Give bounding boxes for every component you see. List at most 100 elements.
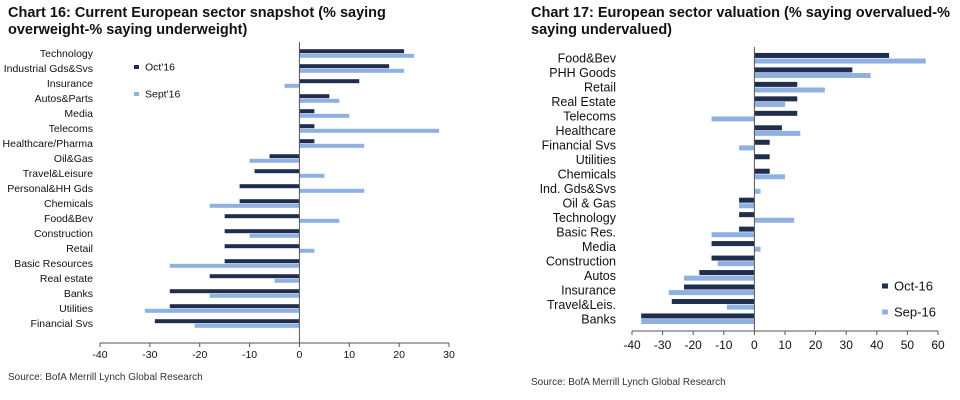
c16-x-tick-label: 30 [443, 349, 455, 361]
c17-bar-sep [717, 261, 755, 267]
c16-bar-oct [269, 154, 300, 159]
c16-bar-oct [169, 289, 300, 294]
chart-17-title: Chart 17: European sector valuation (% s… [531, 5, 951, 38]
c17-category-label: Ind. Gds&Svs [540, 182, 616, 196]
c16-bar-sep [194, 323, 300, 328]
c16-bar-sep [249, 233, 300, 238]
c17-legend-swatch-oct [882, 283, 888, 289]
c17-category-label: Telecoms [563, 110, 616, 124]
c16-legend-swatch-oct [134, 65, 139, 69]
c17-bar-oct [684, 284, 755, 290]
c17-bar-sep [754, 73, 871, 79]
c17-bar-oct [754, 110, 798, 116]
c17-category-label: Autos [584, 269, 616, 283]
c16-category-label: Healthcare/Pharma [3, 138, 94, 150]
c17-x-tick-label: -10 [715, 338, 733, 352]
c16-bar-oct [299, 49, 405, 54]
c17-bar-sep [754, 130, 801, 136]
c16-bar-sep [299, 173, 325, 178]
c16-category-label: Media [64, 108, 93, 120]
c17-bar-oct [754, 139, 770, 145]
c17-bar-sep [754, 87, 825, 93]
c16-legend-label: Sept'16 [145, 89, 180, 101]
c17-legend-label: Oct-16 [894, 279, 933, 294]
c16-bar-sep [274, 278, 300, 283]
c17-x-tick-label: 40 [870, 338, 884, 352]
c16-category-label: Technology [40, 48, 94, 60]
c17-bar-sep [754, 101, 785, 107]
c17-category-label: Healthcare [556, 124, 616, 138]
c17-bar-oct [739, 226, 755, 232]
c17-x-tick-label: -30 [654, 338, 672, 352]
c16-bar-oct [239, 184, 300, 189]
c16-bar-sep [284, 83, 300, 88]
c17-bar-sep [726, 304, 755, 310]
c17-category-label: Media [582, 240, 616, 254]
c16-category-label: Basic Resources [14, 258, 93, 270]
chart-16: Technology Industrial Gds&Svs Insurance Aut… [3, 42, 455, 361]
c17-category-label: Financial Svs [542, 139, 616, 153]
c16-category-label: Chemicals [44, 198, 93, 210]
c16-x-tick-label: 10 [343, 349, 355, 361]
c17-category-label: Technology [553, 211, 617, 225]
c16-category-label: Personal&HH Gds [7, 183, 93, 195]
c17-legend-swatch-sep [882, 309, 888, 315]
c17-category-label: Chemicals [558, 168, 616, 182]
c16-x-tick-label: 20 [393, 349, 405, 361]
c16-bar-sep [299, 98, 340, 103]
c16-category-label: Telecoms [49, 123, 93, 135]
c16-category-label: Retail [66, 243, 93, 255]
c17-bar-sep [711, 232, 755, 238]
chart-17-source: Source: BofA Merrill Lynch Global Resear… [531, 377, 726, 388]
c16-bar-oct [254, 169, 300, 174]
c17-bar-sep [754, 174, 785, 180]
c16-bar-sep [209, 293, 300, 298]
c16-bar-sep [299, 128, 440, 133]
c16-x-tick-label: 0 [297, 349, 303, 361]
c16-bar-oct [154, 319, 300, 324]
c17-bar-oct [754, 96, 798, 102]
c16-category-label: Financial Svs [31, 318, 93, 330]
c16-bar-oct [224, 214, 300, 219]
c16-bar-sep [299, 113, 350, 118]
c16-category-label: Autos&Parts [35, 93, 93, 105]
c16-bar-oct [224, 259, 300, 264]
c16-bar-sep [299, 218, 340, 223]
c16-category-label: Utilities [59, 303, 93, 315]
c17-bar-oct [671, 298, 755, 304]
c16-bar-oct [299, 94, 330, 99]
c17-category-label: Retail [584, 81, 616, 95]
c16-bar-sep [169, 263, 300, 268]
c17-bar-oct [754, 81, 798, 87]
c17-x-tick-label: 0 [751, 338, 758, 352]
c17-bar-sep [739, 145, 755, 151]
c16-legend-label: Oct'16 [145, 62, 175, 74]
c17-category-label: Travel&Leis. [547, 298, 616, 312]
c16-bar-oct [299, 79, 360, 84]
c17-bar-sep [641, 319, 755, 325]
c17-category-label: Oil & Gas [563, 196, 617, 210]
c17-bar-oct [699, 270, 755, 276]
c17-category-label: Insurance [561, 283, 616, 297]
c17-bar-sep [754, 58, 926, 64]
c16-bar-sep [249, 158, 300, 163]
chart-16-source: Source: BofA Merrill Lynch Global Resear… [8, 372, 203, 383]
c16-bar-sep [144, 308, 300, 313]
c17-bar-sep [739, 203, 755, 209]
c17-bar-sep [754, 217, 795, 223]
c17-x-tick-label: 10 [778, 338, 792, 352]
c17-bar-sep [668, 290, 755, 296]
c17-x-tick-label: -20 [685, 338, 703, 352]
c16-bar-sep [299, 143, 365, 148]
c16-category-label: Real estate [40, 273, 93, 285]
c16-bar-sep [299, 68, 405, 73]
c17-x-tick-label: 60 [931, 338, 945, 352]
c17-bar-oct [754, 52, 890, 58]
c17-x-tick-label: 30 [840, 338, 854, 352]
c16-category-label: Food&Bev [44, 213, 94, 225]
c17-category-label: Real Estate [551, 95, 616, 109]
c17-bar-oct [754, 125, 782, 131]
chart-16-title: Chart 16: Current European sector snapsh… [8, 5, 386, 38]
c16-x-tick-label: -40 [92, 349, 107, 361]
